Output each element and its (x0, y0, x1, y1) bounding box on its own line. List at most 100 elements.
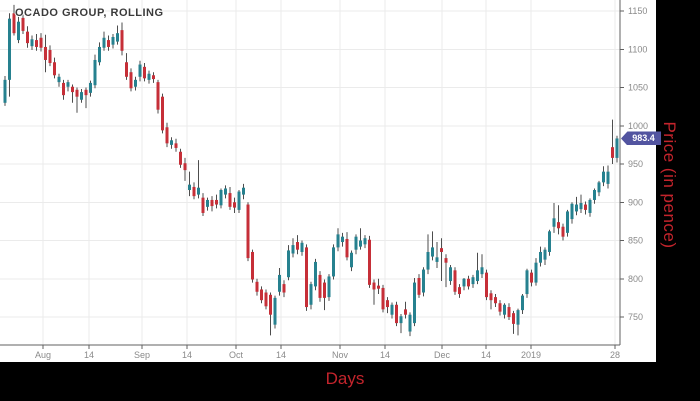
candle (120, 22, 124, 56)
candle (534, 258, 538, 286)
y-axis-title: Price (in pence) (660, 121, 679, 249)
candle (219, 188, 223, 209)
candle (543, 247, 547, 265)
candle (386, 297, 389, 314)
svg-text:Aug: Aug (35, 350, 51, 360)
candle (381, 284, 385, 313)
candle (606, 165, 610, 189)
candle (377, 278, 380, 295)
right-frame-band (656, 0, 700, 401)
x-axis-tick-labels: Aug 14 Sep 14 Oct 14 Nov 14 Dec 14 2019 28 (35, 350, 620, 360)
candle (345, 232, 349, 261)
candle (35, 33, 38, 51)
candle (228, 186, 232, 210)
candle (300, 240, 304, 256)
svg-text:Oct: Oct (229, 350, 244, 360)
candle (287, 245, 290, 281)
candle (309, 281, 313, 310)
svg-text:1000: 1000 (628, 121, 648, 131)
candle (570, 202, 574, 224)
candle (12, 4, 16, 36)
candle (588, 198, 592, 217)
candle (260, 286, 263, 304)
svg-text:14: 14 (481, 350, 491, 360)
candle (341, 232, 344, 247)
candle (444, 254, 448, 288)
candle (98, 42, 101, 66)
candle (372, 279, 376, 305)
candle (480, 254, 484, 278)
candle (489, 290, 493, 310)
candle (192, 182, 196, 200)
candle (593, 188, 596, 204)
candle (197, 160, 200, 199)
candle (210, 196, 214, 212)
candle (440, 238, 443, 282)
candle (152, 72, 155, 83)
candle (561, 223, 565, 241)
y-axis-tick-labels: 1150 1100 1050 1000 950 900 850 800 750 (628, 6, 648, 322)
candle (174, 138, 178, 152)
candle (453, 267, 457, 295)
x-axis-title: Days (325, 369, 365, 388)
candle (129, 68, 133, 92)
candle (89, 80, 92, 97)
candle (615, 135, 619, 163)
svg-text:14: 14 (84, 350, 94, 360)
candlestick-chart-plot[interactable]: 1150 1100 1050 1000 950 900 850 800 750 Aug 14 Sep… (0, 0, 656, 362)
candle (413, 277, 416, 327)
candle (323, 279, 326, 311)
candle (179, 148, 182, 168)
candle (71, 84, 74, 103)
candle (17, 14, 20, 44)
candle (399, 313, 403, 334)
candle (552, 203, 556, 233)
candle (579, 194, 583, 213)
candle (462, 277, 466, 291)
candle (66, 79, 70, 92)
candle (278, 268, 281, 296)
candle (512, 310, 515, 334)
candle (404, 301, 407, 319)
candlestick-series (3, 4, 619, 337)
candle (471, 274, 475, 288)
candle (75, 87, 79, 113)
candle (359, 228, 362, 250)
candle (26, 26, 29, 48)
candle (53, 57, 56, 79)
svg-text:14: 14 (182, 350, 192, 360)
candle (395, 301, 398, 327)
candle (57, 73, 61, 87)
candle (368, 235, 371, 288)
candle (188, 171, 191, 197)
svg-text:14: 14 (380, 350, 390, 360)
candle (327, 274, 331, 301)
candle (273, 295, 277, 329)
candle (264, 289, 268, 310)
x-axis-ticks (42, 345, 616, 349)
candle (449, 264, 452, 285)
candle (8, 13, 11, 97)
candle (503, 303, 506, 319)
candle (458, 284, 461, 298)
svg-text:14: 14 (276, 350, 286, 360)
candle (548, 229, 551, 256)
candle (39, 33, 43, 52)
bottom-frame-band (0, 362, 700, 401)
candle (426, 234, 430, 275)
candle (507, 303, 511, 321)
candle (521, 294, 524, 314)
svg-text:1150: 1150 (628, 6, 647, 16)
candle (431, 231, 434, 261)
candle (62, 79, 65, 100)
candle (165, 122, 169, 148)
svg-text:850: 850 (628, 236, 643, 246)
candle (125, 53, 128, 80)
candle (134, 76, 137, 91)
svg-text:2019: 2019 (521, 350, 541, 360)
candle (116, 25, 119, 45)
candle (237, 190, 241, 213)
candle (557, 205, 560, 235)
candle (215, 194, 218, 209)
